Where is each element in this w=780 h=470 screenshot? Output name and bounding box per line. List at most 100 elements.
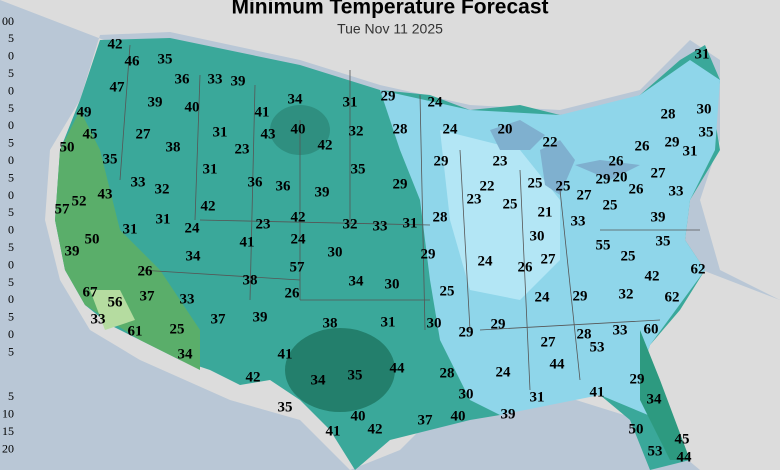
temperature-label: 37 (140, 288, 156, 304)
legend-label: 10 (2, 406, 14, 420)
legend-label: 00 (2, 14, 14, 28)
temperature-label: 20 (498, 121, 513, 137)
temperature-label: 24 (478, 253, 494, 269)
temperature-label: 25 (556, 178, 571, 194)
temperature-label: 36 (276, 178, 292, 194)
temperature-label: 37 (211, 311, 227, 327)
temperature-label: 61 (128, 323, 143, 339)
temperature-label: 40 (291, 121, 306, 137)
temperature-label: 31 (695, 46, 710, 62)
temperature-label: 52 (72, 193, 87, 209)
temperature-label: 29 (665, 134, 680, 150)
temperature-label: 40 (185, 99, 200, 115)
legend-label: 5 (8, 310, 14, 324)
temperature-label: 27 (541, 334, 557, 350)
title: Minimum Temperature Forecast (231, 0, 548, 19)
temperature-label: 28 (577, 326, 592, 342)
warmest-region (90, 290, 135, 330)
temperature-label: 39 (651, 209, 666, 225)
legend-label: 5 (8, 205, 14, 219)
temperature-label: 60 (644, 321, 659, 337)
temperature-label: 42 (645, 268, 660, 284)
temperature-label: 29 (459, 324, 474, 340)
temperature-label: 26 (609, 153, 625, 169)
legend-label: 0 (8, 118, 14, 132)
temperature-label: 42 (246, 369, 261, 385)
temperature-label: 22 (480, 178, 495, 194)
temperature-label: 29 (573, 288, 588, 304)
borders (119, 44, 700, 391)
temperature-label: 33 (208, 71, 223, 87)
temperature-label: 62 (665, 289, 680, 305)
temperature-label: 44 (390, 360, 406, 376)
temperature-label: 41 (240, 234, 255, 250)
legend-label: 0 (8, 223, 14, 237)
temperature-label: 39 (253, 309, 268, 325)
temperature-label: 45 (83, 126, 98, 142)
temperature-label: 35 (348, 367, 363, 383)
temperature-label: 33 (131, 174, 146, 190)
temperature-label: 23 (467, 191, 482, 207)
temperature-label: 35 (103, 151, 118, 167)
legend-label: 5 (8, 66, 14, 80)
temperature-label: 41 (278, 346, 293, 362)
temperature-label: 28 (433, 209, 448, 225)
temperature-label: 23 (256, 216, 271, 232)
temperature-label: 41 (255, 104, 270, 120)
temperature-label: 32 (619, 286, 634, 302)
temperature-label: 33 (571, 213, 586, 229)
temperature-label: 39 (231, 73, 246, 89)
temperature-label: 32 (155, 181, 170, 197)
temperature-label: 41 (326, 423, 341, 439)
temperature-label: 22 (543, 134, 558, 150)
temperature-label: 36 (248, 174, 264, 190)
temperature-label: 42 (368, 421, 383, 437)
temperature-label: 35 (158, 51, 173, 67)
legend-label: 0 (8, 49, 14, 63)
temperature-label: 29 (381, 88, 396, 104)
legend-label: 5 (8, 240, 14, 254)
legend-label: 5 (8, 170, 14, 184)
subtitle: Tue Nov 11 2025 (337, 21, 443, 37)
temperature-label: 36 (175, 71, 191, 87)
temperature-label: 31 (403, 215, 418, 231)
temperature-label: 34 (186, 248, 202, 264)
legend-label: 5 (8, 31, 14, 45)
temperature-label: 41 (590, 384, 605, 400)
temperature-label: 26 (629, 181, 645, 197)
temperature-label: 27 (136, 126, 152, 142)
temperature-label: 38 (166, 139, 181, 155)
legend-label: 5 (8, 275, 14, 289)
temperature-label: 40 (351, 408, 366, 424)
temperature-label: 29 (596, 171, 611, 187)
temperature-label: 26 (635, 138, 651, 154)
temperature-label: 45 (675, 431, 690, 447)
temperature-label: 27 (577, 187, 593, 203)
temperature-label: 27 (651, 165, 667, 181)
temperature-label: 33 (180, 291, 195, 307)
temperature-label: 39 (501, 406, 516, 422)
temperature-label: 42 (108, 36, 123, 52)
temperature-label: 57 (290, 259, 306, 275)
temperature-label: 24 (428, 94, 444, 110)
temperature-label: 43 (98, 186, 113, 202)
temperature-label: 25 (603, 197, 618, 213)
coldest-region (440, 130, 560, 300)
legend-label: 5 (8, 344, 14, 358)
temperature-label: 31 (123, 221, 138, 237)
temperature-label: 20 (613, 169, 628, 185)
temperature-label: 39 (315, 184, 330, 200)
temperature-label: 29 (630, 371, 645, 387)
temperature-label: 30 (459, 386, 474, 402)
temperature-label: 31 (156, 211, 171, 227)
warm-west (55, 110, 200, 370)
legend-label: 20 (2, 441, 14, 455)
temperature-label: 31 (213, 124, 228, 140)
legend: 00 5 0 5 0 5 0 5 0 5 0 5 0 5 0 5 0 5 0 5 5 10 15 20 (2, 14, 14, 456)
temperature-label: 30 (427, 315, 442, 331)
temperature-label: 37 (418, 412, 434, 428)
temperature-label: 57 (55, 201, 71, 217)
temperature-label: 44 (677, 449, 693, 465)
